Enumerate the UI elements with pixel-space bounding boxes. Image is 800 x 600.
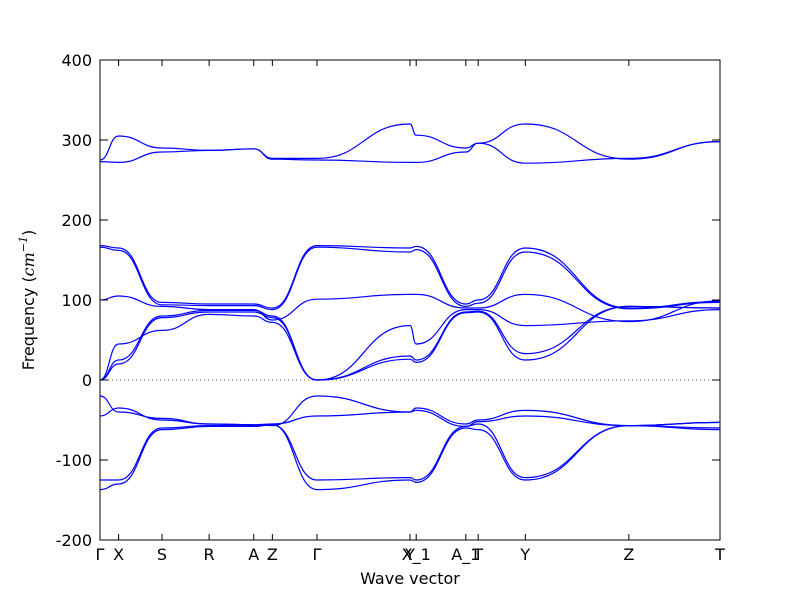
phonon-branch-line bbox=[100, 423, 721, 481]
y-axis-label-exponent: −1 bbox=[17, 236, 30, 252]
y-tick-label: 100 bbox=[61, 291, 92, 310]
x-tick-label: Y bbox=[519, 545, 530, 564]
x-tick-label: A bbox=[248, 545, 259, 564]
plot-frame bbox=[99, 59, 721, 541]
x-tick-label: T bbox=[472, 545, 483, 564]
y-axis-label: Frequency (cm−1) bbox=[17, 230, 38, 371]
phonon-branch-line bbox=[99, 395, 721, 427]
x-ticks: Γ X S R A Z Γ YX_1 A_1T Y Z T bbox=[96, 60, 725, 565]
x-tick-label: X_1 bbox=[402, 545, 431, 565]
phonon-branch-line bbox=[99, 244, 721, 309]
y-tick-label: -100 bbox=[56, 451, 92, 470]
y-axis-label-unit: cm bbox=[19, 252, 38, 276]
x-tick-label: X bbox=[113, 545, 124, 564]
x-tick-label: Γ bbox=[96, 545, 105, 564]
x-tick-label: S bbox=[157, 545, 167, 564]
x-tick-label: Γ bbox=[313, 545, 322, 564]
phonon-branch-line bbox=[99, 246, 721, 311]
phonon-branch-line bbox=[99, 309, 721, 381]
y-tick-label: 0 bbox=[82, 371, 92, 390]
x-tick-label: Z bbox=[623, 545, 634, 564]
x-axis-label: Wave vector bbox=[360, 569, 460, 588]
x-tick-label: T bbox=[714, 545, 725, 564]
y-tick-label: -200 bbox=[56, 531, 92, 550]
plot-area bbox=[100, 60, 720, 540]
y-tick-label: 200 bbox=[61, 211, 92, 230]
x-tick-label: Y bbox=[404, 545, 415, 564]
y-tick-label: 400 bbox=[61, 51, 92, 70]
phonon-branch-line bbox=[99, 305, 721, 381]
phonon-branch-line bbox=[99, 424, 721, 491]
phonon-branch-line bbox=[99, 305, 721, 381]
phonon-branch-line bbox=[99, 407, 721, 428]
y-axis-label-prefix: Frequency ( bbox=[19, 276, 38, 370]
x-tick-label: A_1 bbox=[451, 545, 480, 565]
x-tick-label: R bbox=[204, 545, 215, 564]
x-tick-label: Z bbox=[267, 545, 278, 564]
series-layer bbox=[99, 123, 721, 491]
y-axis-label-suffix: ) bbox=[19, 230, 38, 236]
phonon-branch-line bbox=[99, 123, 721, 161]
phonon-branch-line bbox=[99, 141, 721, 164]
phonon-branch-line bbox=[99, 293, 721, 323]
y-tick-label: 300 bbox=[61, 131, 92, 150]
